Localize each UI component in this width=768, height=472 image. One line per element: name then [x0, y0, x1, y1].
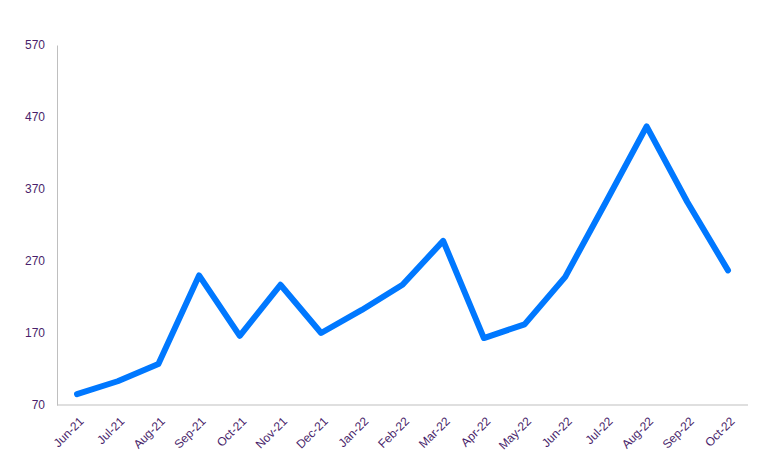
x-tick-label: Jul-21: [94, 414, 127, 447]
y-tick: 370: [25, 182, 57, 196]
x-tick: Oct-21: [214, 405, 250, 450]
x-tick: Oct-22: [702, 405, 738, 450]
x-tick: Nov-21: [253, 405, 290, 451]
x-tick: Sep-22: [660, 405, 697, 451]
y-tick-label: 270: [25, 254, 45, 268]
x-tick: Sep-21: [171, 405, 208, 451]
x-tick: Feb-22: [375, 405, 412, 451]
x-tick: Dec-21: [293, 405, 330, 451]
y-tick: 570: [25, 38, 57, 52]
x-tick-label: Sep-21: [171, 414, 208, 451]
x-tick-label: May-22: [496, 414, 534, 452]
x-axis: Jun-21Jul-21Aug-21Sep-21Oct-21Nov-21Dec-…: [51, 405, 748, 452]
x-tick-label: Mar-22: [416, 414, 453, 451]
y-tick: 70: [32, 398, 57, 412]
x-tick: May-22: [496, 405, 534, 452]
y-tick-label: 370: [25, 182, 45, 196]
x-tick-label: Aug-21: [131, 414, 168, 451]
x-tick-label: Apr-22: [458, 414, 494, 450]
y-tick-label: 570: [25, 38, 45, 52]
x-tick-label: Oct-22: [702, 414, 738, 450]
y-tick: 270: [25, 254, 57, 268]
chart: 70170270370470570Jun-21Jul-21Aug-21Sep-2…: [0, 0, 768, 472]
x-tick: Apr-22: [458, 405, 494, 450]
x-axis-line: [57, 405, 748, 406]
x-tick: Jul-21: [94, 405, 127, 447]
x-tick-label: Dec-21: [293, 414, 330, 451]
y-tick: 470: [25, 110, 57, 124]
y-tick-label: 470: [25, 110, 45, 124]
y-tick-label: 70: [32, 398, 46, 412]
x-tick-label: Jun-22: [539, 414, 575, 450]
x-tick: Mar-22: [416, 405, 453, 451]
y-axis-line: [57, 46, 58, 406]
x-tick-label: Nov-21: [253, 414, 290, 451]
y-tick: 170: [25, 326, 57, 340]
x-tick-label: Aug-22: [619, 414, 656, 451]
x-tick: Jul-22: [583, 405, 616, 447]
x-tick: Jan-22: [336, 405, 372, 450]
series-line: [77, 126, 728, 394]
x-tick-label: Jul-22: [583, 414, 616, 447]
x-tick: Jun-22: [539, 405, 575, 450]
x-tick: Aug-21: [131, 405, 168, 451]
x-tick-label: Jun-21: [51, 414, 87, 450]
x-tick: Aug-22: [619, 405, 656, 451]
x-tick-label: Feb-22: [375, 414, 412, 451]
x-tick-label: Sep-22: [660, 414, 697, 451]
x-tick-label: Jan-22: [336, 414, 372, 450]
y-tick-label: 170: [25, 326, 45, 340]
x-tick-label: Oct-21: [214, 414, 250, 450]
y-axis: 70 170 270 370 470 570: [25, 38, 58, 412]
x-tick: Jun-21: [51, 405, 87, 450]
plot-area: [77, 126, 728, 394]
